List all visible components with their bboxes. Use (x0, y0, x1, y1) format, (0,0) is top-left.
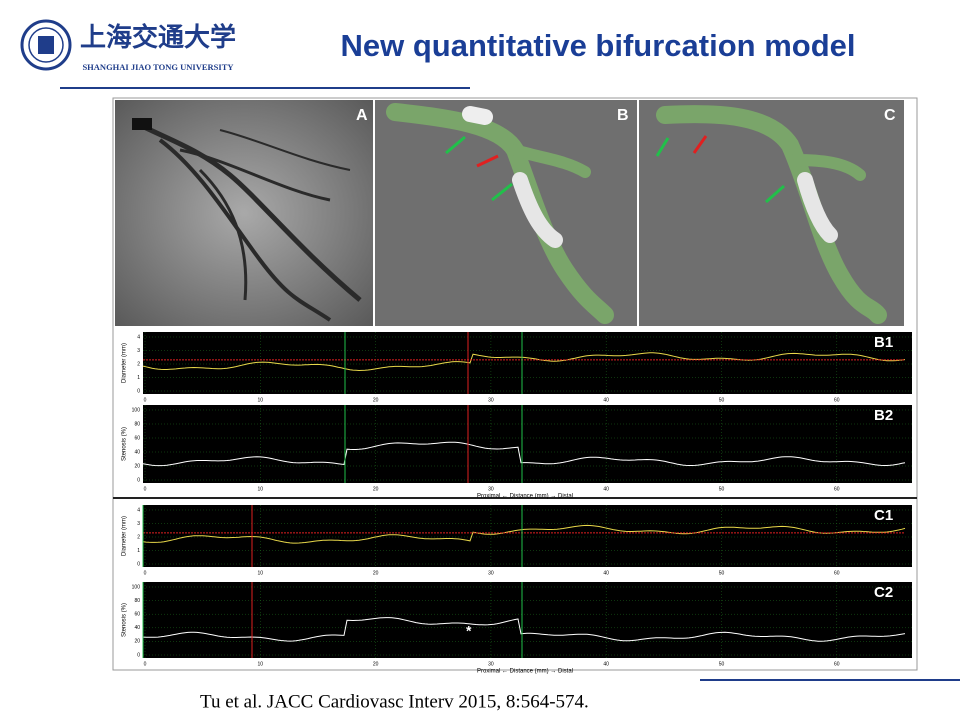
y-tick-label: 40 (134, 625, 140, 631)
x-tick-label: 50 (719, 397, 725, 403)
panel-label: C (884, 107, 896, 124)
plot-area (143, 405, 912, 483)
x-tick-label: 40 (603, 397, 609, 403)
x-tick-label: 50 (719, 661, 725, 667)
trace (142, 352, 906, 372)
y-tick-label: 0 (137, 561, 140, 567)
x-tick-label: 10 (258, 486, 264, 492)
plot-label: C1 (874, 507, 893, 524)
logo-en: SHANGHAI JIAO TONG UNIVERSITY (82, 62, 233, 72)
x-tick-label: 0 (144, 397, 147, 403)
y-tick-label: 0 (137, 652, 140, 658)
plot-label: B2 (874, 407, 893, 424)
plot-area (143, 332, 912, 394)
annotation: * (466, 623, 472, 639)
y-tick-label: 1 (137, 375, 140, 381)
y-tick-label: 2 (137, 534, 140, 540)
citation: Tu et al. JACC Cardiovasc Interv 2015, 8… (200, 691, 589, 712)
x-tick-label: 40 (603, 486, 609, 492)
logo (20, 19, 72, 71)
x-tick-label: 20 (373, 661, 379, 667)
x-tick-label: 60 (834, 486, 840, 492)
x-axis-label: Proximal ← Distance (mm) → Distal (477, 494, 573, 500)
y-axis-label: Diameter (mm) (122, 516, 128, 556)
y-tick-label: 20 (134, 463, 140, 469)
x-tick-label: 10 (258, 570, 264, 576)
x-tick-label: 60 (834, 397, 840, 403)
logo-cn: 上海交通大学 (80, 22, 236, 53)
trace (142, 441, 906, 467)
x-tick-label: 20 (373, 486, 379, 492)
y-axis-label: Stenosis (%) (122, 603, 128, 637)
y-tick-label: 4 (137, 507, 140, 513)
y-tick-label: 0 (137, 388, 140, 394)
y-tick-label: 80 (134, 598, 140, 604)
x-axis-label: Proximal ← Distance (mm) → Distal (477, 669, 573, 675)
y-tick-label: 60 (134, 435, 140, 441)
catheter (132, 118, 152, 130)
y-tick-label: 3 (137, 348, 140, 354)
trace (142, 524, 906, 544)
x-tick-label: 40 (603, 570, 609, 576)
x-tick-label: 20 (373, 570, 379, 576)
y-tick-label: 1 (137, 548, 140, 554)
x-tick-label: 60 (834, 570, 840, 576)
x-tick-label: 0 (144, 661, 147, 667)
arrows (445, 135, 785, 204)
x-tick-label: 20 (373, 397, 379, 403)
plot-area (143, 582, 912, 658)
x-tick-label: 50 (719, 570, 725, 576)
x-tick-label: 40 (603, 661, 609, 667)
y-tick-label: 20 (134, 639, 140, 645)
y-axis-label: Stenosis (%) (122, 427, 128, 461)
plot-label: B1 (874, 334, 893, 351)
y-tick-label: 40 (134, 449, 140, 455)
x-tick-label: 0 (144, 570, 147, 576)
x-tick-label: 50 (719, 486, 725, 492)
slide-title: New quantitative bifurcation model (341, 28, 856, 63)
angiogram-vessels (138, 122, 362, 322)
x-tick-label: 30 (488, 397, 494, 403)
y-axis-label: Diameter (mm) (122, 343, 128, 383)
x-tick-label: 10 (258, 661, 264, 667)
x-tick-label: 30 (488, 486, 494, 492)
panel-label: B (617, 107, 629, 124)
x-tick-label: 30 (488, 661, 494, 667)
x-tick-label: 0 (144, 486, 147, 492)
vessel-model (656, 105, 887, 324)
y-tick-label: 2 (137, 361, 140, 367)
y-tick-label: 80 (134, 421, 140, 427)
y-tick-label: 4 (137, 334, 140, 340)
x-tick-label: 30 (488, 570, 494, 576)
y-tick-label: 3 (137, 521, 140, 527)
y-tick-label: 100 (132, 584, 141, 590)
y-tick-label: 60 (134, 612, 140, 618)
y-tick-label: 100 (132, 407, 141, 413)
plot-area (143, 505, 912, 567)
trace (142, 617, 906, 642)
panel-label: A (356, 107, 368, 124)
x-tick-label: 10 (258, 397, 264, 403)
y-tick-label: 0 (137, 477, 140, 483)
plot-label: C2 (874, 584, 893, 601)
vessel-model (386, 103, 614, 324)
x-tick-label: 60 (834, 661, 840, 667)
